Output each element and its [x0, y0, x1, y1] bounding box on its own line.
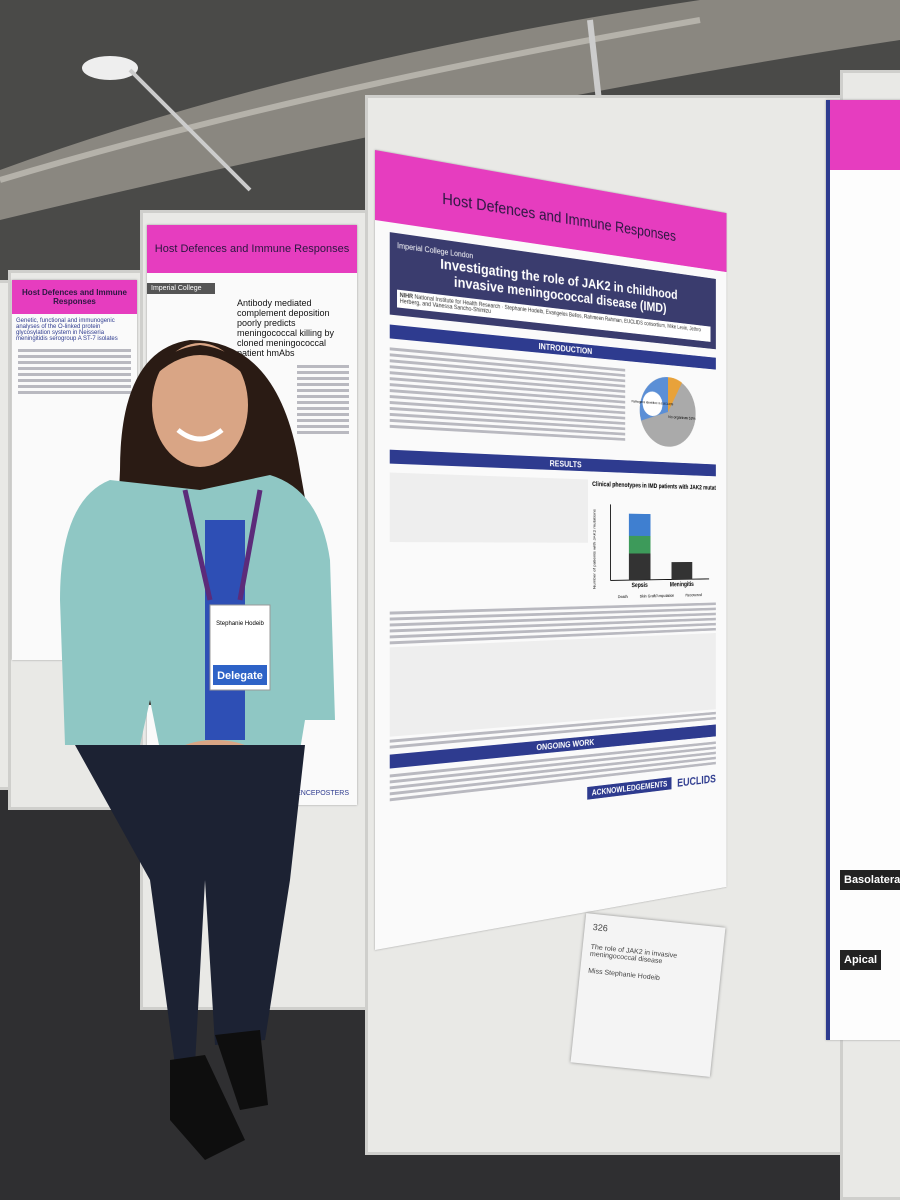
chart-title: Clinical phenotypes in IMD patients with… — [592, 481, 716, 492]
figure-label: Apical — [840, 950, 882, 970]
lanyard — [182, 489, 263, 601]
banner — [830, 100, 900, 170]
face — [152, 343, 248, 467]
jeans — [75, 745, 305, 1065]
duct-highlight — [0, 17, 701, 183]
legend-label: Death — [618, 594, 628, 600]
pie-label: Pathogens identified in EUCLIDS — [631, 399, 673, 407]
banner: Host Defences and Immune Responses — [12, 280, 137, 314]
text-block — [12, 349, 137, 394]
shoe — [215, 1030, 268, 1110]
right-poster: Basolateral Apical — [826, 100, 900, 1040]
lamp-arm — [128, 68, 252, 192]
poster-title: Antibody mediated complement deposition … — [237, 298, 335, 358]
figure-label: Basolateral — [840, 870, 900, 890]
lamp — [82, 56, 138, 80]
smile — [176, 428, 224, 442]
badge-name: Stephanie Hodeib — [216, 621, 264, 627]
category-label: Sepsis — [632, 582, 648, 589]
pie-figure: Pathogens identified in EUCLIDS No organ… — [631, 374, 696, 449]
badge-role: Delegate — [217, 670, 263, 682]
shoe — [170, 1055, 245, 1160]
pie-slice-label: No organism 52% — [668, 414, 696, 421]
bar-figure: Clinical phenotypes in IMD patients with… — [592, 481, 716, 600]
badge-band — [213, 665, 267, 685]
banner: Host Defences and Immune Responses — [147, 225, 357, 273]
category-label: Meningitis — [670, 582, 694, 589]
legend-label: Skin Graft/Amputation — [640, 593, 675, 599]
poster-title: Genetic, functional and immunogenic anal… — [16, 318, 118, 342]
hair-top — [150, 345, 250, 380]
shirt — [60, 475, 335, 750]
main-poster: Host Defences and Immune Responses Imper… — [375, 150, 727, 950]
institution: Imperial College — [147, 283, 215, 294]
footer-logo: SCIENCEPOSTERS — [284, 790, 349, 797]
text-block — [147, 365, 357, 434]
chart-y-label: Number of patients with JAK2 mutations — [592, 509, 597, 590]
legend-label: Recovered — [685, 593, 702, 599]
